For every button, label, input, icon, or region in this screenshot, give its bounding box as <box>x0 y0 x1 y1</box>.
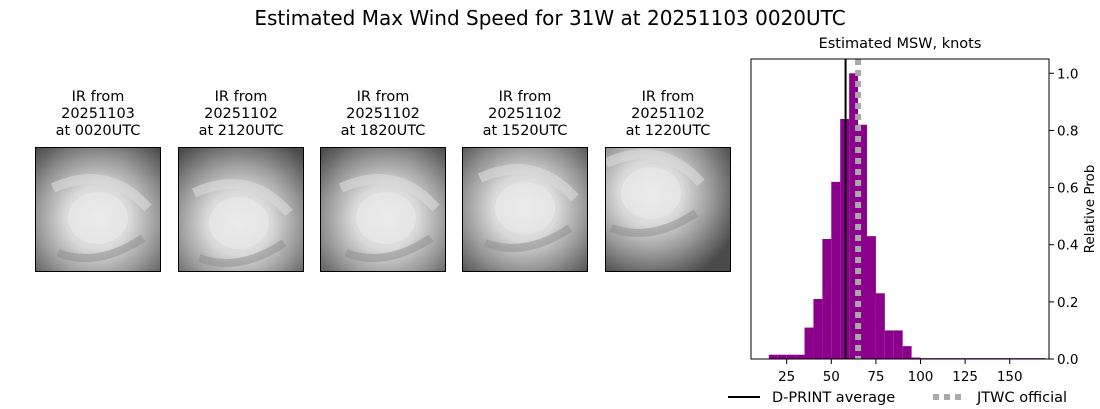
satellite-ir-image <box>320 147 446 272</box>
histogram-bar <box>795 354 805 359</box>
satellite-ir-icon <box>463 148 587 271</box>
histogram-bar <box>884 330 894 359</box>
histogram-bar <box>849 73 859 360</box>
x-tick-label: 150 <box>997 369 1023 385</box>
satellite-ir-icon <box>606 148 730 271</box>
ir-panel-label-text: IR from 20251102 at 1820UTC <box>340 89 426 139</box>
histogram-bar <box>804 327 814 359</box>
legend-label: JTWC official <box>976 390 1067 406</box>
figure-title: Estimated Max Wind Speed for 31W at 2025… <box>254 6 846 30</box>
ir-panel-label-text: IR from 20251103 at 0020UTC <box>55 89 141 139</box>
satellite-ir-image <box>178 147 304 272</box>
ir-panel-label-text: IR from 20251102 at 2120UTC <box>198 89 284 139</box>
ir-panel-label: IR from 20251102 at 2120UTC <box>166 89 316 140</box>
y-tick-label: 0.4 <box>1057 238 1078 254</box>
histogram-bar <box>858 124 867 359</box>
satellite-ir-icon <box>321 148 445 271</box>
ir-panel-label-text: IR from 20251102 at 1220UTC <box>625 89 711 139</box>
x-tick-label: 50 <box>823 369 840 385</box>
histogram-bar <box>822 239 832 359</box>
satellite-ir-image <box>605 147 731 272</box>
histogram-bar <box>893 330 903 359</box>
histogram-bar <box>902 346 912 359</box>
y-tick-label: 1.0 <box>1057 66 1078 82</box>
histogram-bar <box>768 354 778 359</box>
satellite-ir-icon <box>36 148 160 271</box>
satellite-ir-icon <box>179 148 303 271</box>
x-tick-label: 100 <box>908 369 934 385</box>
plot-frame <box>750 58 1050 360</box>
histogram-bar <box>786 354 796 359</box>
ir-panel-label: IR from 20251102 at 1520UTC <box>450 89 600 140</box>
y-tick-label: 0.6 <box>1057 181 1078 197</box>
satellite-ir-image <box>462 147 588 272</box>
x-tick-label: 75 <box>867 369 884 385</box>
legend-label: D-PRINT average <box>772 390 895 406</box>
y-tick-label: 0.8 <box>1057 123 1078 139</box>
x-tick-label: 25 <box>778 369 795 385</box>
histogram-bar <box>911 357 921 359</box>
satellite-ir-image <box>35 147 161 272</box>
histogram-bar <box>831 181 841 359</box>
histogram-bar <box>875 293 885 359</box>
x-tick-label: 125 <box>952 369 978 385</box>
y-tick-label: 0.0 <box>1057 352 1078 368</box>
ir-panel-label: IR from 20251102 at 1220UTC <box>593 89 743 140</box>
ir-panel-label: IR from 20251102 at 1820UTC <box>308 89 458 140</box>
histogram-bar <box>813 299 823 359</box>
y-axis-label: Relative Prob <box>1082 165 1098 254</box>
histogram-bar <box>866 236 876 359</box>
ir-panel-label-text: IR from 20251102 at 1520UTC <box>482 89 568 139</box>
y-tick-label: 0.2 <box>1057 295 1078 311</box>
chart-title: Estimated MSW, knots <box>818 36 982 52</box>
ir-panel-label: IR from 20251103 at 0020UTC <box>23 89 173 140</box>
histogram-bar <box>777 354 787 359</box>
